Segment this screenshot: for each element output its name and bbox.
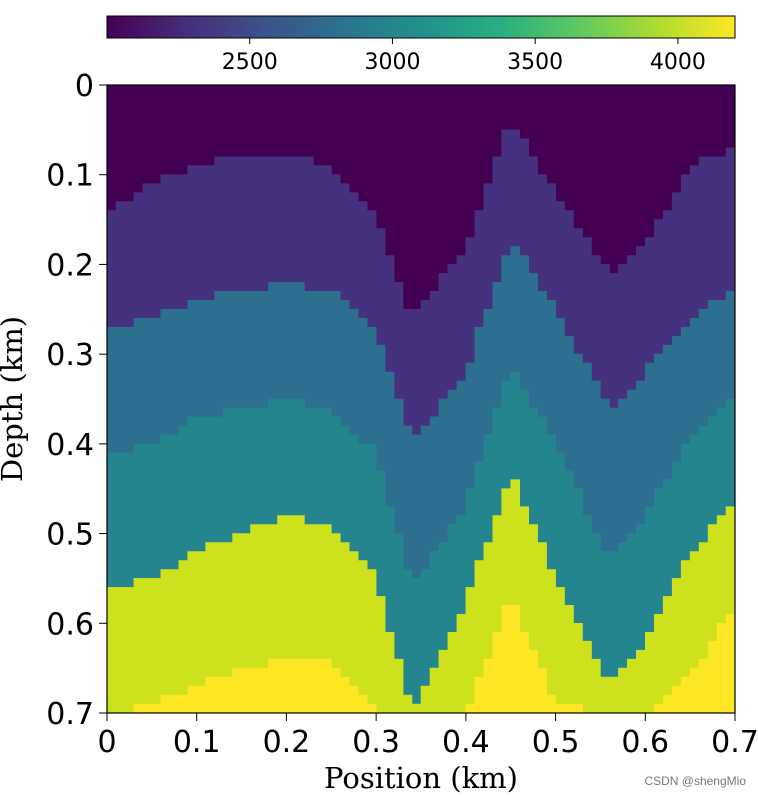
plot-frame	[106, 84, 736, 714]
x-tick-label: 0.5	[532, 725, 580, 760]
y-tick-label: 0.3	[46, 338, 94, 373]
colorbar-tick-label: 2500	[222, 50, 278, 75]
y-tick-label: 0.2	[46, 248, 94, 283]
y-tick-label: 0.7	[46, 697, 94, 732]
x-tick-label: 0.3	[352, 725, 400, 760]
x-tick-label: 0.1	[173, 725, 221, 760]
colorbar-tick-label: 3000	[364, 50, 420, 75]
x-tick-label: 0.4	[442, 725, 490, 760]
x-axis-ticks: 0 0.1 0.2 0.3 0.4 0.5 0.6 0.7	[97, 713, 758, 760]
colorbar-gradient	[106, 15, 736, 39]
y-axis-ticks: 0 0.1 0.2 0.3 0.4 0.5 0.6 0.7	[46, 69, 107, 732]
y-tick-label: 0.4	[46, 428, 94, 463]
y-tick-label: 0	[75, 69, 94, 104]
colorbar-ticks: 2500 3000 3500 4000	[222, 38, 706, 75]
x-tick-label: 0	[97, 725, 116, 760]
colorbar-tick-label: 3500	[507, 50, 563, 75]
velocity-layer-6	[107, 604, 735, 713]
y-tick-label: 0.5	[46, 518, 94, 553]
x-tick-label: 0.2	[263, 725, 311, 760]
x-tick-label: 0.7	[711, 725, 758, 760]
x-axis-title: Position (km)	[324, 761, 518, 795]
y-tick-label: 0.1	[46, 159, 94, 194]
y-tick-label: 0.6	[46, 607, 94, 642]
velocity-layers	[107, 85, 735, 713]
x-tick-label: 0.6	[621, 725, 669, 760]
y-axis-title: Depth (km)	[0, 316, 29, 482]
colorbar-tick-label: 4000	[650, 50, 706, 75]
watermark: CSDN @shengMio	[644, 774, 746, 788]
colorbar	[106, 15, 736, 39]
